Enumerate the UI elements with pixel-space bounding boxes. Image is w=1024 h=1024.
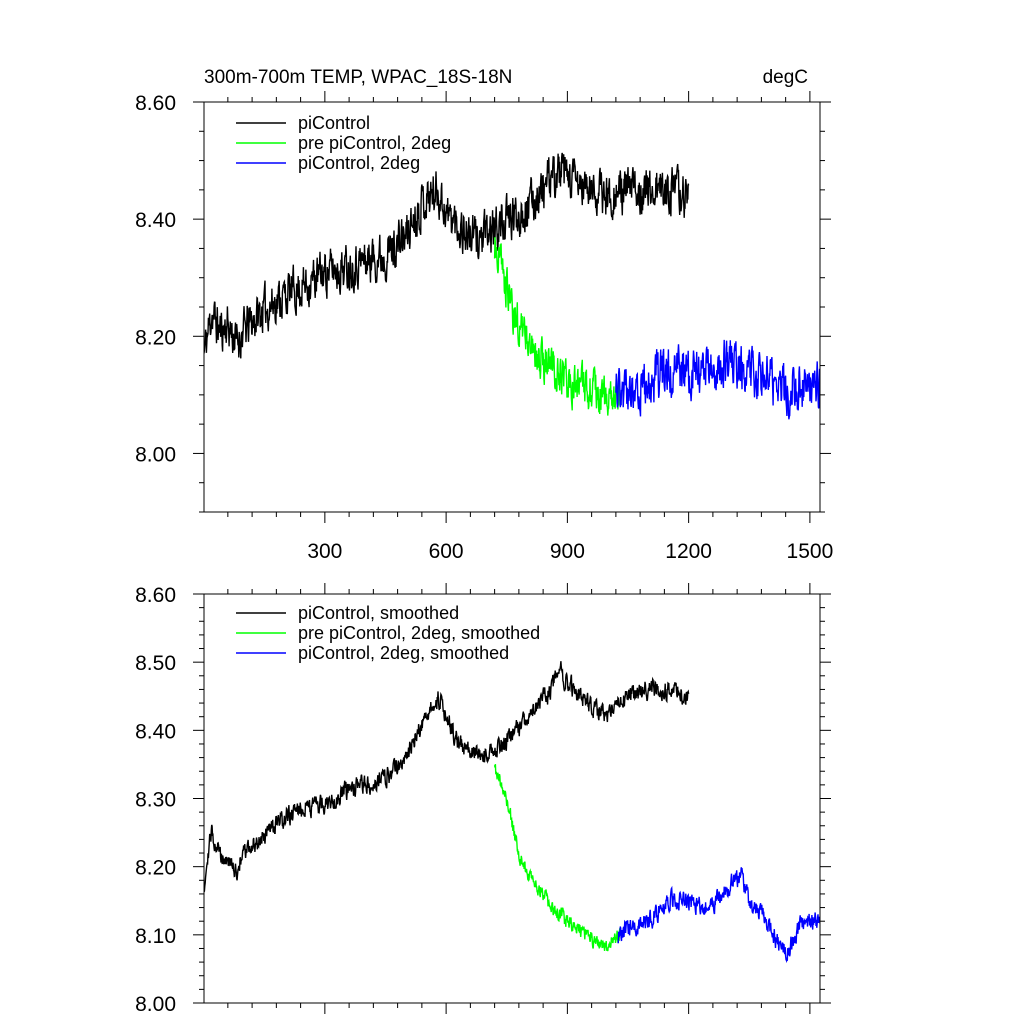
y-tick-label: 8.30 bbox=[135, 789, 176, 812]
units-label: degC bbox=[763, 67, 808, 88]
plot-frame bbox=[203, 593, 821, 1004]
bottom-chart: 8.00 8.10 8.20 8.30 8.40 8.50 8.60 piControl, s… bbox=[135, 583, 831, 1016]
y-tick-label: 8.00 bbox=[135, 443, 176, 466]
y-tick-label: 8.20 bbox=[135, 857, 176, 880]
series-line-2 bbox=[493, 237, 621, 416]
y-tick-label: 8.60 bbox=[135, 92, 176, 115]
x-tick-label: 1200 bbox=[665, 540, 712, 563]
x-tick-label: 1500 bbox=[787, 540, 834, 563]
series-line-3 bbox=[617, 867, 820, 964]
y-tick-label: 8.00 bbox=[135, 993, 176, 1016]
y-tick-label: 8.60 bbox=[135, 584, 176, 607]
y-tick-label: 8.10 bbox=[135, 925, 176, 948]
x-tick-label: 900 bbox=[550, 540, 585, 563]
legend-label: piControl, smoothed bbox=[298, 603, 459, 623]
y-tick-label: 8.40 bbox=[135, 720, 176, 743]
x-tick-label: 300 bbox=[307, 540, 342, 563]
top-chart: 300 600 900 1200 1500 8.00 8.20 8.40 8.60 piContr… bbox=[135, 91, 833, 563]
y-tick-label: 8.40 bbox=[135, 209, 176, 232]
x-tick-label: 600 bbox=[429, 540, 464, 563]
series-line-2 bbox=[493, 764, 621, 952]
legend-label: pre piControl, 2deg bbox=[298, 133, 451, 153]
legend-label: piControl bbox=[298, 113, 370, 133]
legend-label: pre piControl, 2deg, smoothed bbox=[298, 623, 540, 643]
y-tick-label: 8.20 bbox=[135, 326, 176, 349]
series-line-1 bbox=[204, 152, 690, 359]
y-tick-label: 8.50 bbox=[135, 652, 176, 675]
series-line-3 bbox=[615, 339, 820, 420]
legend-label: piControl, 2deg bbox=[298, 153, 420, 173]
legend-label: piControl, 2deg, smoothed bbox=[298, 643, 509, 663]
series-line-1 bbox=[204, 661, 690, 893]
chart-title: 300m-700m TEMP, WPAC_18S-18N bbox=[204, 67, 512, 88]
